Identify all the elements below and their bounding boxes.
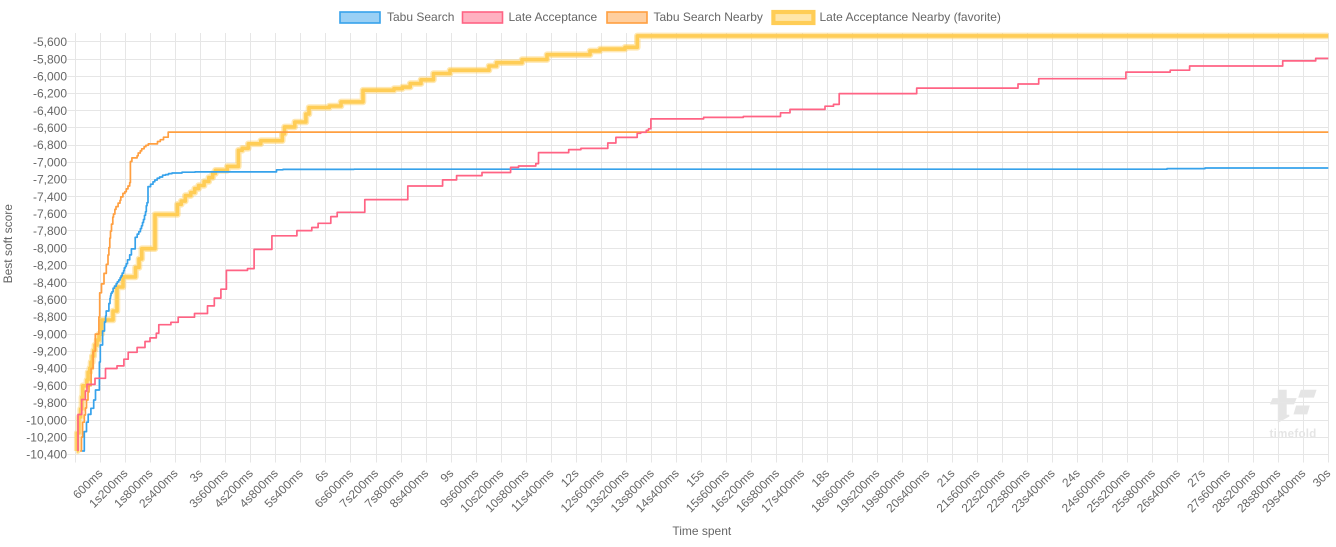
svg-text:-6,600: -6,600 xyxy=(33,121,67,135)
svg-text:timefold: timefold xyxy=(1270,429,1317,441)
svg-text:-5,600: -5,600 xyxy=(33,35,67,49)
svg-text:-6,200: -6,200 xyxy=(33,87,67,101)
svg-text:-9,800: -9,800 xyxy=(33,396,67,410)
svg-text:-6,800: -6,800 xyxy=(33,138,67,152)
svg-text:Time spent: Time spent xyxy=(672,524,732,538)
svg-text:-7,400: -7,400 xyxy=(33,190,67,204)
svg-text:-8,800: -8,800 xyxy=(33,310,67,324)
svg-text:-9,200: -9,200 xyxy=(33,345,67,359)
svg-text:-7,000: -7,000 xyxy=(33,155,67,169)
svg-text:-8,000: -8,000 xyxy=(33,241,67,255)
svg-text:Best soft score: Best soft score xyxy=(1,204,15,284)
svg-text:Tabu Search Nearby: Tabu Search Nearby xyxy=(654,10,763,24)
svg-text:-8,600: -8,600 xyxy=(33,293,67,307)
svg-text:-8,400: -8,400 xyxy=(33,276,67,290)
svg-text:Late Acceptance Nearby (favori: Late Acceptance Nearby (favorite) xyxy=(820,10,1001,24)
svg-text:-5,800: -5,800 xyxy=(33,52,67,66)
svg-text:-10,200: -10,200 xyxy=(26,431,67,445)
svg-text:-7,600: -7,600 xyxy=(33,207,67,221)
svg-text:-10,400: -10,400 xyxy=(26,448,67,462)
svg-text:-8,200: -8,200 xyxy=(33,259,67,273)
svg-text:-7,800: -7,800 xyxy=(33,224,67,238)
svg-text:-7,200: -7,200 xyxy=(33,173,67,187)
svg-text:Tabu Search: Tabu Search xyxy=(387,10,454,24)
svg-text:Late Acceptance: Late Acceptance xyxy=(509,10,598,24)
svg-text:-9,400: -9,400 xyxy=(33,362,67,376)
svg-text:-9,000: -9,000 xyxy=(33,327,67,341)
svg-text:-6,400: -6,400 xyxy=(33,104,67,118)
svg-text:-9,600: -9,600 xyxy=(33,379,67,393)
svg-text:-6,000: -6,000 xyxy=(33,70,67,84)
svg-text:-10,000: -10,000 xyxy=(26,413,67,427)
